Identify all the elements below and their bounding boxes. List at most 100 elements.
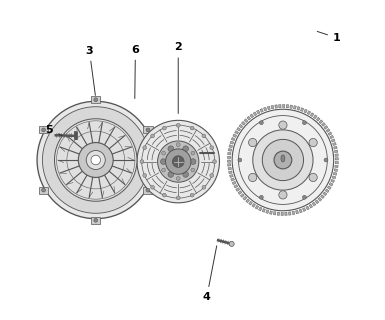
Circle shape xyxy=(146,128,150,132)
Circle shape xyxy=(279,191,287,199)
Polygon shape xyxy=(318,197,322,201)
Polygon shape xyxy=(313,115,317,119)
Polygon shape xyxy=(304,109,307,113)
Polygon shape xyxy=(236,188,240,191)
Polygon shape xyxy=(292,211,295,215)
Polygon shape xyxy=(310,113,314,116)
Text: 3: 3 xyxy=(85,45,95,95)
Polygon shape xyxy=(228,152,231,155)
Circle shape xyxy=(309,139,317,147)
Text: 6: 6 xyxy=(131,44,139,99)
Polygon shape xyxy=(240,194,244,197)
Circle shape xyxy=(202,134,206,138)
Circle shape xyxy=(229,241,234,246)
Circle shape xyxy=(78,142,113,178)
Circle shape xyxy=(249,139,257,147)
Circle shape xyxy=(210,146,214,150)
Polygon shape xyxy=(334,169,338,172)
Polygon shape xyxy=(321,123,325,126)
Circle shape xyxy=(190,193,194,197)
Circle shape xyxy=(168,172,174,177)
Circle shape xyxy=(238,158,242,162)
Text: 1: 1 xyxy=(317,31,341,43)
Polygon shape xyxy=(321,195,325,199)
Polygon shape xyxy=(238,191,242,195)
Polygon shape xyxy=(255,205,259,209)
Polygon shape xyxy=(252,204,256,207)
Polygon shape xyxy=(273,212,276,215)
Circle shape xyxy=(172,156,184,167)
Circle shape xyxy=(191,151,195,155)
Polygon shape xyxy=(229,174,233,178)
Polygon shape xyxy=(319,120,323,124)
Polygon shape xyxy=(309,204,313,208)
Polygon shape xyxy=(229,145,233,148)
Polygon shape xyxy=(277,212,280,215)
Polygon shape xyxy=(244,119,248,123)
Polygon shape xyxy=(271,105,274,109)
Circle shape xyxy=(259,121,263,124)
Polygon shape xyxy=(275,105,278,108)
Circle shape xyxy=(94,98,98,102)
Polygon shape xyxy=(247,116,251,120)
Text: 2: 2 xyxy=(174,42,182,114)
Circle shape xyxy=(166,149,191,174)
Polygon shape xyxy=(264,107,267,111)
Polygon shape xyxy=(256,110,260,114)
Circle shape xyxy=(94,218,98,222)
Polygon shape xyxy=(299,209,302,213)
Circle shape xyxy=(303,196,306,199)
Polygon shape xyxy=(335,158,338,160)
Polygon shape xyxy=(290,105,293,108)
Circle shape xyxy=(176,177,180,180)
Polygon shape xyxy=(293,106,296,109)
FancyBboxPatch shape xyxy=(39,187,48,194)
Polygon shape xyxy=(228,164,231,166)
Polygon shape xyxy=(300,108,304,111)
Circle shape xyxy=(162,168,166,172)
Circle shape xyxy=(309,173,317,181)
Polygon shape xyxy=(332,176,336,179)
Circle shape xyxy=(162,193,166,197)
FancyBboxPatch shape xyxy=(39,126,48,133)
Circle shape xyxy=(249,173,257,181)
Circle shape xyxy=(162,151,166,155)
Polygon shape xyxy=(266,210,269,213)
Polygon shape xyxy=(306,206,309,210)
Circle shape xyxy=(86,150,105,170)
Text: 4: 4 xyxy=(203,246,217,302)
Polygon shape xyxy=(260,108,263,112)
Circle shape xyxy=(143,146,147,150)
Polygon shape xyxy=(328,132,332,135)
Circle shape xyxy=(162,126,166,130)
Polygon shape xyxy=(279,105,281,108)
Polygon shape xyxy=(231,178,234,181)
Circle shape xyxy=(232,109,334,211)
Polygon shape xyxy=(329,183,333,186)
Circle shape xyxy=(324,158,328,162)
Circle shape xyxy=(213,160,216,164)
Polygon shape xyxy=(297,107,300,110)
Polygon shape xyxy=(259,207,262,211)
Circle shape xyxy=(146,188,150,192)
Circle shape xyxy=(274,151,292,169)
Polygon shape xyxy=(228,156,231,158)
Polygon shape xyxy=(230,141,234,144)
Polygon shape xyxy=(324,125,328,129)
Polygon shape xyxy=(253,112,257,116)
FancyBboxPatch shape xyxy=(143,187,152,194)
Circle shape xyxy=(190,126,194,130)
Text: 5: 5 xyxy=(45,125,62,136)
Polygon shape xyxy=(326,129,330,132)
Circle shape xyxy=(157,141,199,182)
Circle shape xyxy=(137,120,219,203)
Circle shape xyxy=(176,124,180,127)
Circle shape xyxy=(279,121,287,129)
Polygon shape xyxy=(335,162,338,164)
Polygon shape xyxy=(285,212,287,215)
Polygon shape xyxy=(232,181,236,185)
Circle shape xyxy=(55,119,137,201)
Polygon shape xyxy=(243,196,247,200)
Circle shape xyxy=(151,185,154,189)
Polygon shape xyxy=(237,127,241,131)
